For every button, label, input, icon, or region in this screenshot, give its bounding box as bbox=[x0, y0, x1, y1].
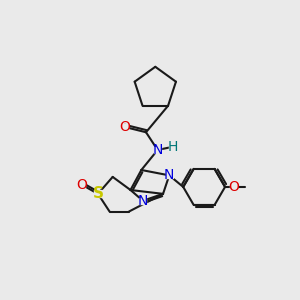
Bar bbox=[121, 124, 128, 130]
Text: S: S bbox=[92, 186, 104, 201]
Bar bbox=[78, 182, 85, 188]
Text: O: O bbox=[76, 178, 87, 192]
Bar bbox=[94, 190, 102, 197]
Text: N: N bbox=[152, 143, 163, 157]
Bar bbox=[166, 172, 173, 178]
Bar bbox=[154, 147, 161, 153]
Text: H: H bbox=[167, 140, 178, 154]
Text: N: N bbox=[164, 168, 174, 182]
Bar bbox=[169, 144, 176, 150]
Text: O: O bbox=[228, 180, 239, 194]
Bar bbox=[140, 198, 146, 204]
Text: N: N bbox=[138, 194, 148, 208]
Bar bbox=[230, 184, 237, 190]
Text: O: O bbox=[119, 120, 130, 134]
